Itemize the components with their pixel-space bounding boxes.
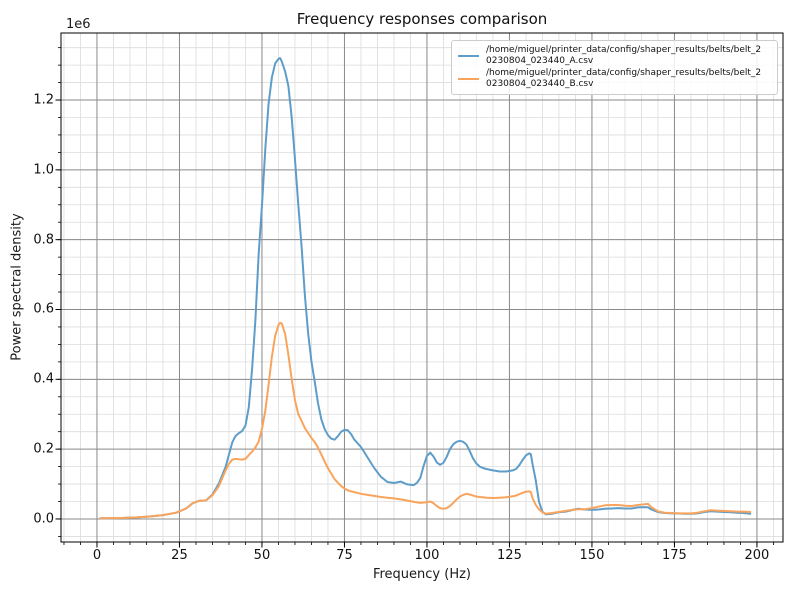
x-tick-label: 0 xyxy=(92,548,102,563)
y-axis-label: Power spectral density xyxy=(9,213,25,361)
legend-label-a-line1: /home/miguel/printer_data/config/shaper_… xyxy=(486,44,762,55)
series-b-line-swatch xyxy=(458,78,479,81)
y-tick-label: 1.0 xyxy=(33,162,54,178)
legend-label-b-line2: 0230804_023440_B.csv xyxy=(486,79,594,90)
x-tick-label: 200 xyxy=(744,548,770,563)
x-tick-label: 25 xyxy=(171,548,188,563)
legend-entry-b: /home/miguel/printer_data/config/shaper_… xyxy=(458,68,771,90)
plot-spines xyxy=(60,32,784,543)
legend-label-a: /home/miguel/printer_data/config/shaper_… xyxy=(486,45,761,67)
chart-title: Frequency responses comparison xyxy=(296,10,548,28)
legend-label-b-line1: /home/miguel/printer_data/config/shaper_… xyxy=(486,68,762,79)
x-tick-label: 125 xyxy=(497,548,522,563)
y-tick-label: 0.2 xyxy=(33,441,54,457)
x-tick-label: 100 xyxy=(414,548,440,563)
curve-series-b xyxy=(99,321,752,520)
y-tick-label: 0.0 xyxy=(33,511,54,527)
y-tick-label: 0.6 xyxy=(33,301,54,317)
legend-entry-a: /home/miguel/printer_data/config/shaper_… xyxy=(458,45,771,67)
x-tick-label: 50 xyxy=(253,548,271,563)
series-a-line-swatch xyxy=(458,54,479,57)
legend-label-a-line2: 0230804_023440_A.csv xyxy=(486,55,594,66)
x-tick-label: 75 xyxy=(336,548,353,563)
legend: /home/miguel/printer_data/config/shaper_… xyxy=(451,40,778,95)
y-axis-offset-label: 1e6 xyxy=(66,17,91,32)
x-axis-label: Frequency (Hz) xyxy=(372,567,472,582)
legend-label-b: /home/miguel/printer_data/config/shaper_… xyxy=(486,68,761,90)
y-tick-label: 0.8 xyxy=(33,232,54,248)
x-tick-label: 150 xyxy=(579,548,605,563)
x-tick-label: 175 xyxy=(662,548,687,563)
curve-series-a xyxy=(99,57,752,520)
y-tick-label: 0.4 xyxy=(33,371,54,387)
y-tick-label: 1.2 xyxy=(33,92,54,108)
